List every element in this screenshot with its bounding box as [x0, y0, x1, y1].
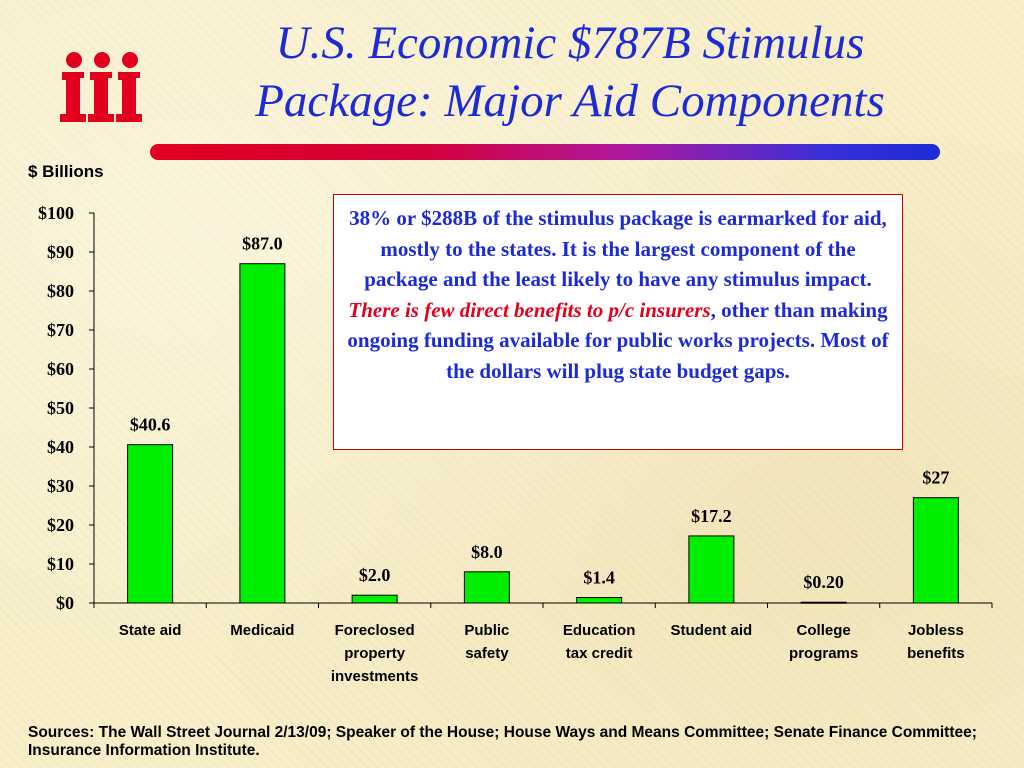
bar: [127, 444, 174, 604]
x-category-label-line: programs: [789, 645, 858, 662]
x-category-label-line: property: [344, 645, 406, 662]
bar-data-label: $0.20: [803, 572, 844, 592]
slide-title: U.S. Economic $787B Stimulus Package: Ma…: [160, 14, 980, 130]
y-axis-unit-label: $ Billions: [28, 162, 104, 181]
y-tick-label: $80: [47, 281, 74, 301]
info-text-emphasis: There is few direct benefits to p/c insu…: [348, 297, 711, 322]
x-category-label-line: State aid: [119, 622, 182, 639]
info-text-part1: 38% or $288B of the stimulus package is …: [349, 206, 887, 291]
x-category-label-line: Jobless: [908, 622, 964, 639]
y-tick-label: $50: [47, 398, 74, 418]
bar-data-label: $87.0: [242, 234, 283, 254]
y-tick-label: $40: [47, 437, 74, 457]
x-category-label-line: Medicaid: [230, 622, 294, 639]
x-category-label-line: benefits: [907, 645, 965, 662]
bar: [912, 497, 959, 604]
y-tick-label: $90: [47, 242, 74, 262]
y-tick-label: $0: [56, 593, 74, 613]
info-text-part2: , other than making ongoing funding avai…: [347, 297, 889, 383]
x-category-label-line: tax credit: [566, 645, 633, 662]
x-category-label: Education tax credit: [563, 622, 636, 662]
bar-data-label: $8.0: [471, 542, 503, 562]
y-tick-label: $60: [47, 359, 74, 379]
sources-footnote: Sources: The Wall Street Journal 2/13/09…: [28, 724, 977, 759]
title-underline-bar: [150, 144, 940, 160]
bar: [576, 597, 623, 604]
x-category-label: Student aid: [671, 622, 753, 639]
x-category-label-line: Foreclosed: [335, 622, 415, 639]
title-line-2: Package: Major Aid Components: [255, 75, 885, 127]
y-tick-label: $10: [47, 554, 74, 574]
x-category-label: Foreclosed property investments: [331, 622, 419, 685]
bar: [351, 594, 398, 604]
y-tick-label: $20: [47, 515, 74, 535]
x-category-label: Jobless benefits: [907, 622, 965, 662]
bar-data-label: $17.2: [691, 506, 732, 526]
x-category-label-line: safety: [465, 645, 509, 662]
x-category-label: College programs: [789, 622, 858, 662]
bar-data-label: $27: [922, 468, 949, 488]
bar: [800, 601, 847, 604]
bar-data-label: $40.6: [130, 415, 171, 435]
bar-data-label: $2.0: [359, 565, 391, 585]
x-category-label: State aid: [119, 622, 182, 639]
x-category-label: Medicaid: [230, 622, 294, 639]
x-category-label-line: College: [797, 622, 851, 639]
x-category-label-line: Student aid: [671, 622, 753, 639]
info-callout-box: 38% or $288B of the stimulus package is …: [333, 194, 903, 450]
bar-data-label: $1.4: [583, 568, 615, 588]
x-category-label-line: Education: [563, 622, 636, 639]
x-category-label-line: investments: [331, 668, 419, 685]
x-category-label-line: Public: [464, 622, 509, 639]
x-category-label: Public safety: [464, 622, 509, 662]
title-line-1: U.S. Economic $787B Stimulus: [275, 17, 865, 69]
y-tick-label: $30: [47, 476, 74, 496]
bar: [239, 263, 286, 604]
bar: [688, 535, 735, 604]
bar: [463, 571, 510, 604]
iii-logo: [60, 52, 142, 122]
y-tick-label: $100: [38, 203, 74, 223]
y-tick-label: $70: [47, 320, 74, 340]
